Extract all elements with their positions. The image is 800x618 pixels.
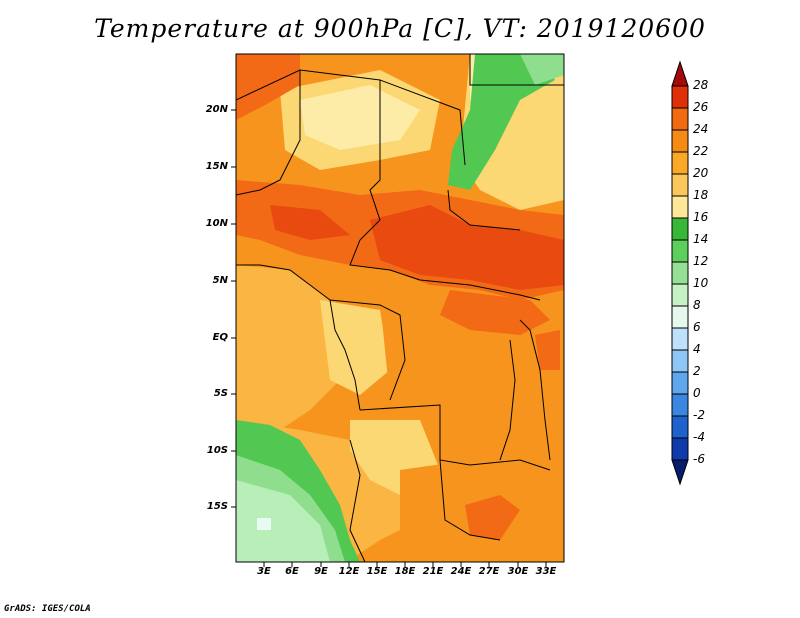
colorbar-segment <box>671 349 689 373</box>
colorbar-label: 22 <box>693 144 709 158</box>
colorbar-label: -2 <box>693 408 705 422</box>
colorbar-label: -4 <box>693 430 705 444</box>
map-title: Temperature at 900hPa [C], VT: 201912060… <box>94 14 706 43</box>
colorbar-segment <box>671 371 689 395</box>
colorbar-label: 10 <box>693 276 709 290</box>
lon-label-15e: 15E <box>366 566 388 577</box>
temperature-field <box>236 54 564 562</box>
colorbar-segment <box>671 327 689 351</box>
colorbar-segment <box>671 393 689 417</box>
colorbar-segment <box>671 151 689 175</box>
colorbar-top-arrow <box>671 60 689 87</box>
lon-label-24e: 24E <box>450 566 472 577</box>
colorbar-segment <box>671 283 689 307</box>
lon-label-9e: 9E <box>314 566 328 577</box>
lon-label-6e: 6E <box>285 566 299 577</box>
colorbar-segment <box>671 415 689 439</box>
colorbar-label: 26 <box>693 100 709 114</box>
colorbar-segment <box>671 239 689 263</box>
colorbar-segment <box>671 85 689 109</box>
grads-credit: GrADS: IGES/COLA <box>4 604 91 614</box>
lat-label-eq: EQ <box>212 332 228 343</box>
colorbar-label: 6 <box>693 320 701 334</box>
colorbar-label: 28 <box>693 78 709 92</box>
colorbar-label: 24 <box>693 122 709 136</box>
lat-label-15n: 15N <box>205 161 228 172</box>
colorbar-segment <box>671 107 689 131</box>
colorbar-label: 18 <box>693 188 709 202</box>
lat-label-10n: 10N <box>205 218 228 229</box>
colorbar-segment <box>671 305 689 329</box>
colorbar-segment <box>671 129 689 153</box>
lat-label-5n: 5N <box>212 275 228 286</box>
colorbar-segment <box>671 195 689 219</box>
lon-ticks <box>263 562 547 567</box>
lat-label-10s: 10S <box>206 445 228 456</box>
colorbar-label: 20 <box>693 166 709 180</box>
lon-label-21e: 21E <box>422 566 444 577</box>
colorbar-label: 0 <box>693 386 701 400</box>
colorbar-segment <box>671 261 689 285</box>
lon-label-30e: 30E <box>507 566 529 577</box>
lat-ticks <box>231 109 236 508</box>
colorbar-label: 4 <box>693 342 701 356</box>
lat-label-5s: 5S <box>213 388 228 399</box>
colorbar-label: 2 <box>693 364 701 378</box>
lat-label-20n: 20N <box>205 104 228 115</box>
colorbar-label: 12 <box>693 254 709 268</box>
lon-label-27e: 27E <box>478 566 500 577</box>
lon-label-18e: 18E <box>394 566 416 577</box>
colorbar <box>671 60 689 486</box>
lon-label-33e: 33E <box>535 566 557 577</box>
colorbar-segment <box>671 217 689 241</box>
map-frame <box>235 53 565 563</box>
colorbar-label: 14 <box>693 232 709 246</box>
lon-label-12e: 12E <box>338 566 360 577</box>
colorbar-label: 8 <box>693 298 701 312</box>
colorbar-bottom-arrow <box>671 459 689 486</box>
country-borders <box>236 54 564 562</box>
colorbar-label: 16 <box>693 210 709 224</box>
lat-label-15s: 15S <box>206 501 228 512</box>
colorbar-segment <box>671 173 689 197</box>
lon-label-3e: 3E <box>257 566 271 577</box>
colorbar-segment <box>671 437 689 461</box>
colorbar-label: -6 <box>693 452 705 466</box>
